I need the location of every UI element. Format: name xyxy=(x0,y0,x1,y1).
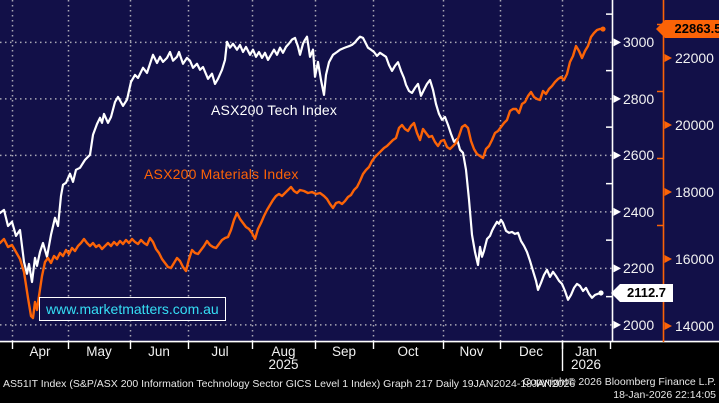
month-label-jan: Jan xyxy=(575,344,597,359)
tech-line-end-dot xyxy=(598,290,604,296)
tech-last-price-tag: 2112.7 xyxy=(611,284,673,302)
tech-axis-tick-arrow xyxy=(613,320,621,329)
materials-axis-tick-label: 20000 xyxy=(675,116,714,133)
materials-index-line xyxy=(0,27,605,320)
materials-axis-tick-label: 14000 xyxy=(675,317,714,334)
materials-axis-tick-arrow xyxy=(664,120,672,129)
tech-axis-tick-label: 2000 xyxy=(623,316,655,333)
tech-axis-tick-label: 2200 xyxy=(623,260,655,277)
month-label-oct: Oct xyxy=(397,344,419,359)
month-label-jun: Jun xyxy=(148,344,170,359)
materials-axis-tick-arrow xyxy=(664,254,672,263)
tech-axis-tick-arrow xyxy=(613,264,621,273)
tech-index-label: ASX200 Tech Index xyxy=(211,102,338,118)
tech-axis-tick-label: 2600 xyxy=(623,147,655,164)
materials-axis-tick-arrow xyxy=(664,53,672,62)
copyright-notice: Copyright© 2026 Bloomberg Finance L.P. xyxy=(522,376,716,388)
month-label-sep: Sep xyxy=(331,344,357,359)
materials-index-label: ASX200 Materials Index xyxy=(144,166,299,182)
chart-description: AS51IT Index (S&P/ASX 200 Information Te… xyxy=(3,378,576,390)
month-label-apr: Apr xyxy=(29,344,51,359)
materials-axis-tick-arrow xyxy=(664,321,672,330)
tech-axis-tick-label: 2400 xyxy=(623,203,655,220)
materials-axis-tick-label: 16000 xyxy=(675,250,714,267)
month-label-aug: Aug xyxy=(271,344,296,359)
watermark-url: www.marketmatters.com.au xyxy=(39,297,226,321)
tech-index-line xyxy=(0,35,603,301)
tech-axis-tick-arrow xyxy=(613,38,621,47)
tech-axis-tick-arrow xyxy=(613,207,621,216)
month-label-may: May xyxy=(86,344,112,359)
materials-line-end-dot xyxy=(600,26,606,32)
materials-axis-tick-label: 18000 xyxy=(675,183,714,200)
year-label-2026: 2026 xyxy=(570,357,602,372)
chart-canvas[interactable] xyxy=(0,0,719,342)
month-label-jul: Jul xyxy=(211,344,229,359)
materials-axis-tick-arrow xyxy=(664,187,672,196)
timestamp: 18-Jan-2026 22:14:05 xyxy=(613,389,716,401)
tech-axis-tick-label: 3000 xyxy=(623,34,655,51)
year-label-2025: 2025 xyxy=(268,357,299,372)
month-label-nov: Nov xyxy=(459,344,484,359)
tech-axis-tick-label: 2800 xyxy=(623,90,655,107)
month-label-dec: Dec xyxy=(518,344,544,359)
materials-axis-tick-label: 22000 xyxy=(675,49,714,66)
tech-axis-tick-arrow xyxy=(613,151,621,160)
tech-axis-tick-arrow xyxy=(613,94,621,103)
materials-last-price-tag: 22863.5 xyxy=(656,20,719,38)
